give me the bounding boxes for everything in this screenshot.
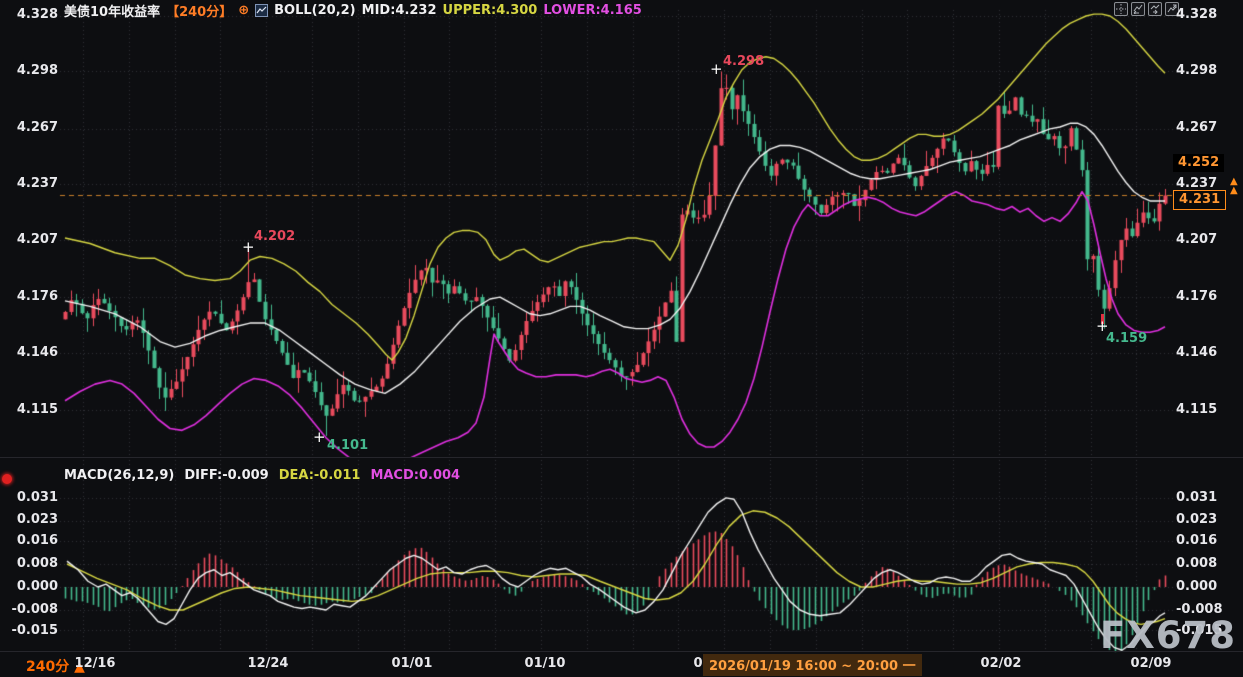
swing-cross-icon: + [710,60,723,78]
add-indicator-icon[interactable]: ⊕ [238,3,250,18]
up-arrow-icon: ▲ [74,659,85,675]
price-axis-label: 4.115 [1176,402,1218,417]
price-axis-label: 4.146 [1176,345,1218,360]
timeframe-badge[interactable]: 240分 ▲ [26,659,85,675]
period-tag[interactable]: 【240分】 [166,5,233,20]
pin-marker-icon [1101,314,1104,324]
price-axis-label: 4.267 [1176,120,1218,135]
macd-axis-label: 0.031 [1176,490,1218,505]
swing-cross-icon: + [242,238,255,256]
macd-alert-icon[interactable] [2,474,12,484]
price-axis-label: 4.237 [1176,176,1218,191]
macd-axis-label: 0.000 [1176,579,1218,594]
price-axis-label: 4.176 [16,289,58,304]
save-chart-icon[interactable] [1131,2,1145,16]
price-axis-label: 4.328 [1176,7,1218,22]
price-axis-label: 4.207 [1176,232,1218,247]
chart-header: 美债10年收益率 【240分】 ⊕ BOLL(20,2) MID:4.232 U… [64,1,642,20]
mini-chart-icon [255,4,269,17]
macd-axis-label: 0.008 [1176,556,1218,571]
crosshair-prefix: 0 [693,656,703,671]
macd-axis-label: 0.016 [1176,533,1218,548]
swing-high-annotation: 4.298 [723,54,765,69]
last-price-marker: 4.231 [1173,190,1227,210]
price-axis-label: 4.328 [16,7,58,22]
price-axis-label: 4.298 [1176,63,1218,78]
pane-divider-top [0,457,1243,458]
x-axis-tick: 01/01 [391,656,433,671]
x-axis-tick: 01/10 [524,656,566,671]
x-axis-tick: 12/24 [247,656,289,671]
crosshair-move-icon[interactable] [1114,2,1128,16]
price-marker-arrow-icon: ▲ ▲ [1230,176,1238,196]
macd-axis-label: -0.015 [11,623,58,638]
macd-axis-label: 0.031 [16,490,58,505]
window-toolbar [1114,2,1179,16]
instrument-title: 美债10年收益率 [64,5,161,20]
boll-lower-value: LOWER:4.165 [543,3,642,18]
swing-low-annotation: 4.159 [1106,331,1148,346]
x-axis-tick: 12/16 [74,656,116,671]
price-axis-label: 4.115 [16,402,58,417]
x-axis-tick: 02/09 [1130,656,1172,671]
macd-axis-label: 0.023 [16,512,58,527]
macd-axis-label: 0.000 [16,579,58,594]
x-axis-tick: 02/02 [980,656,1022,671]
macd-axis-label: -0.008 [11,602,58,617]
price-axis-label: 4.237 [16,176,58,191]
boll-label: BOLL(20,2) [274,3,356,18]
watermark: FX678 [1100,614,1237,657]
price-axis-label: 4.176 [1176,289,1218,304]
swing-high-annotation: 4.202 [254,229,296,244]
macd-axis-label: 0.023 [1176,512,1218,527]
macd-diff-value: DIFF:-0.009 [184,468,269,483]
crosshair-time-readout: 2026/01/19 16:00 ~ 20:00 一 [703,654,922,676]
macd-axis-label: 0.008 [16,556,58,571]
price-axis-label: 4.207 [16,232,58,247]
swing-low-annotation: 4.101 [327,438,369,453]
macd-axis-label: 0.016 [16,533,58,548]
macd-macd-value: MACD:0.004 [370,468,461,483]
play-forward-icon[interactable] [1148,2,1162,16]
macd-dea-value: DEA:-0.011 [278,468,361,483]
boll-mid-value: MID:4.232 [361,3,437,18]
swing-cross-icon: + [313,428,326,446]
price-axis-label: 4.146 [16,345,58,360]
macd-name: MACD(26,12,9) [64,468,175,483]
swing-cross-icon: + [1096,317,1109,335]
price-axis-label: 4.298 [16,63,58,78]
session-high-marker: 4.252 [1173,154,1225,172]
boll-upper-value: UPPER:4.300 [442,3,538,18]
export-chart-icon[interactable] [1165,2,1179,16]
macd-header: MACD(26,12,9) DIFF:-0.009 DEA:-0.011 MAC… [64,468,460,483]
price-axis-label: 4.267 [16,120,58,135]
macd-axis-label: -0.008 [1176,602,1223,617]
macd-axis-label: -0.015 [1176,623,1223,638]
pane-divider-bottom [0,651,1243,652]
